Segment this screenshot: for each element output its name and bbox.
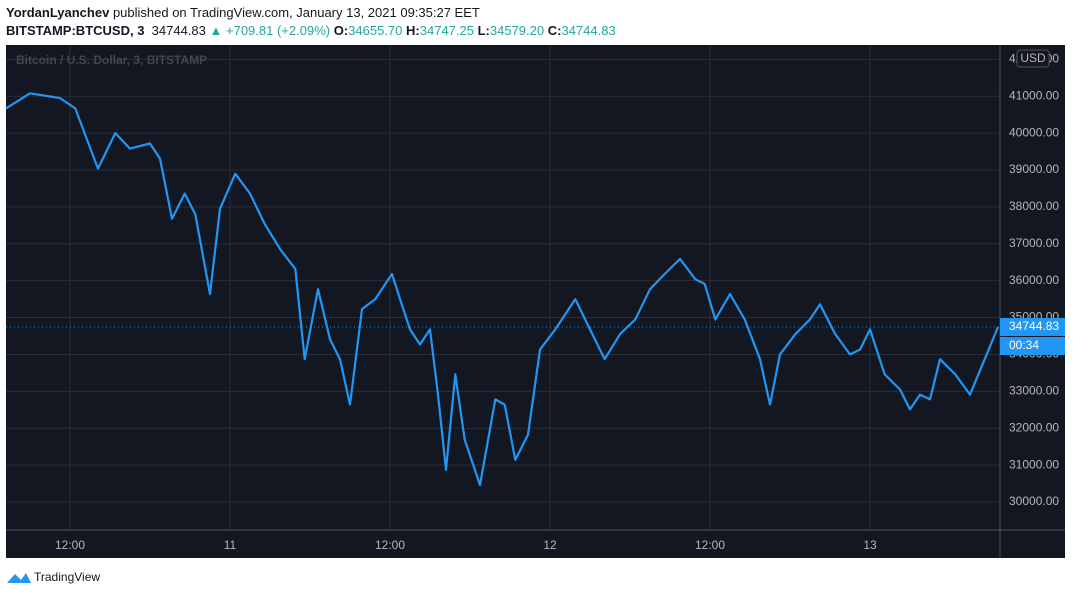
currency: USD bbox=[1020, 51, 1046, 65]
y-tick-label: 39000.00 bbox=[1009, 162, 1059, 176]
y-tick-label: 30000.00 bbox=[1009, 494, 1059, 508]
symbol: BITSTAMP:BTCUSD, 3 bbox=[6, 23, 145, 38]
published: published on TradingView.com, January 13… bbox=[112, 5, 480, 20]
last-price-label: 34744.83 bbox=[1009, 319, 1059, 333]
brand: TradingView bbox=[34, 570, 100, 584]
x-tick-label: 12:00 bbox=[375, 538, 405, 552]
ohlc-value: 34744.83 bbox=[561, 23, 616, 38]
countdown-box bbox=[1000, 336, 1065, 355]
last-price-box bbox=[1000, 317, 1065, 336]
y-tick-label: 33000.00 bbox=[1009, 383, 1059, 397]
ohlc-label: H: bbox=[406, 23, 420, 38]
x-tick-label: 11 bbox=[224, 538, 237, 552]
chart-background bbox=[6, 45, 1065, 558]
ohlc-label: O: bbox=[333, 23, 349, 38]
logo bbox=[7, 573, 31, 583]
ohlc-label: L: bbox=[477, 23, 490, 38]
y-tick-label: 38000.00 bbox=[1009, 199, 1059, 213]
x-tick-label: 12 bbox=[543, 538, 557, 552]
y-tick-label: 31000.00 bbox=[1009, 457, 1059, 471]
price-line bbox=[5, 92, 1000, 487]
y-tick-label: 32000.00 bbox=[1009, 420, 1059, 434]
countdown: 00:34 bbox=[1009, 338, 1039, 352]
x-tick-label: 12:00 bbox=[695, 538, 725, 552]
publish-line: YordanLyanchev published on TradingView.… bbox=[6, 5, 480, 20]
ohlc-value: 34655.70 bbox=[348, 23, 403, 38]
x-tick-label: 12:00 bbox=[55, 538, 85, 552]
change: ▲ +709.81 (+2.09%) bbox=[209, 23, 331, 38]
y-tick-label: 37000.00 bbox=[1009, 236, 1059, 250]
y-tick-label: 36000.00 bbox=[1009, 273, 1059, 287]
x-tick-label: 13 bbox=[863, 538, 877, 552]
quote-line: BITSTAMP:BTCUSD, 3 34744.83 ▲ +709.81 (+… bbox=[6, 23, 616, 38]
ohlc-label: C: bbox=[547, 23, 562, 38]
ohlc-value: 34747.25 bbox=[419, 23, 474, 38]
y-tick-label: 40000.00 bbox=[1009, 125, 1059, 139]
ohlc-value: 34579.20 bbox=[489, 23, 545, 38]
watermark: Bitcoin / U.S. Dollar, 3, BITSTAMP bbox=[16, 53, 207, 67]
author: YordanLyanchev bbox=[6, 5, 110, 20]
y-tick-label: 41000.00 bbox=[1009, 88, 1059, 102]
currency-badge[interactable] bbox=[1016, 49, 1050, 68]
price: 34744.83 bbox=[151, 23, 206, 38]
